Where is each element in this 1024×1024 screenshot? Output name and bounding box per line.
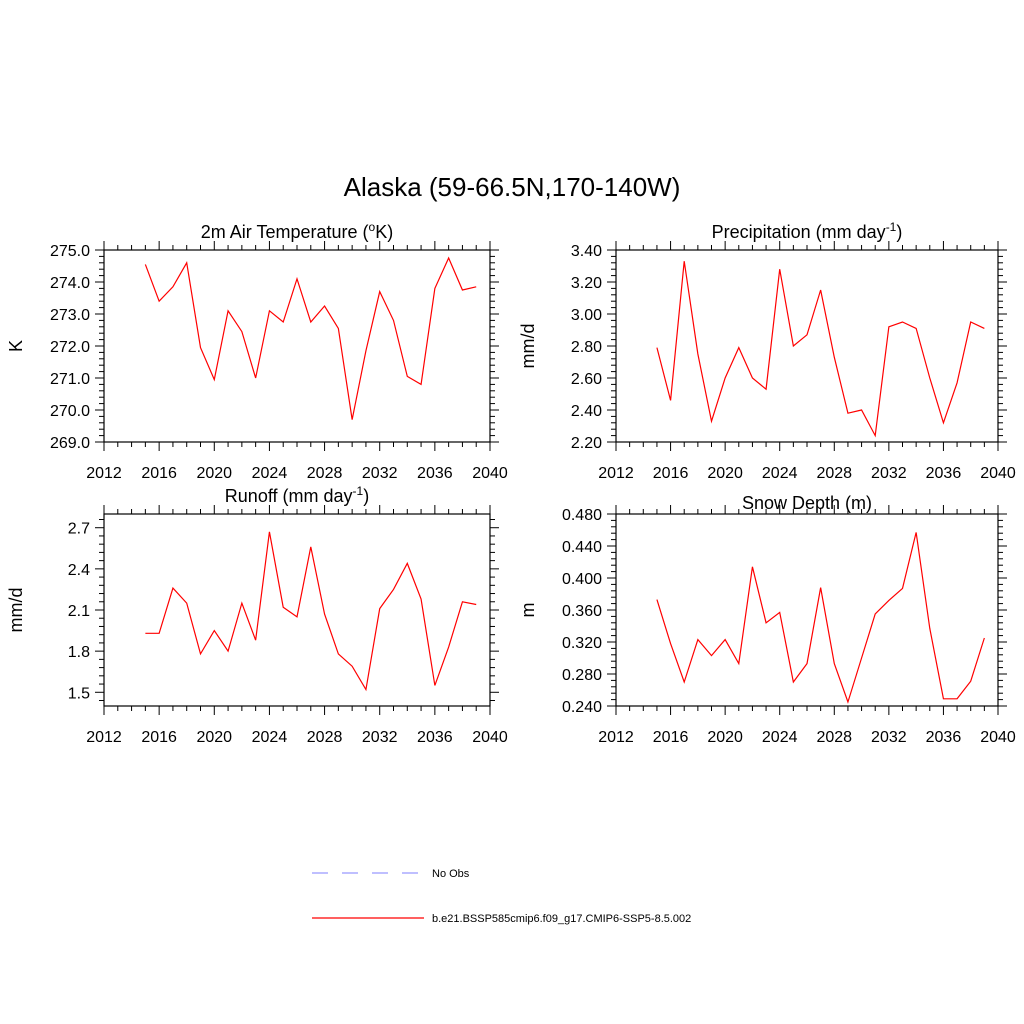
y-tick-label: 1.5 (68, 685, 90, 702)
y-tick-label: 270.0 (50, 403, 90, 420)
title-superscript: -1 (886, 220, 897, 234)
title-superscript: o (369, 220, 376, 234)
chart-panel-2: Precipitation (mm day-1) mm/d 2012 2016 2020… (518, 220, 1016, 482)
x-tick-label: 2016 (141, 729, 177, 746)
x-tick-label: 2028 (816, 465, 852, 482)
y-tick-label: 2.7 (68, 521, 90, 538)
y-tick-label: 2.4 (68, 562, 90, 579)
y-axis-label: mm/d (6, 588, 26, 633)
x-tick-label: 2012 (86, 465, 122, 482)
x-tick-label: 2024 (762, 465, 798, 482)
y-axis-label: mm/d (518, 324, 538, 369)
x-tick-label: 2036 (417, 465, 453, 482)
y-tick-label: 1.8 (68, 644, 90, 661)
plot-frame (103, 513, 491, 707)
x-tick-label: 2020 (196, 729, 232, 746)
x-tick-label: 2040 (472, 729, 508, 746)
x-tick-label: 2032 (362, 465, 398, 482)
y-tick-label: 0.480 (562, 507, 602, 524)
y-tick-label: 275.0 (50, 243, 90, 260)
x-tick-label: 2040 (980, 465, 1016, 482)
y-tick-label: 2.80 (571, 339, 602, 356)
x-tick-label: 2020 (196, 465, 232, 482)
figure-title: Alaska (59-66.5N,170-140W) (344, 172, 681, 202)
x-tick-label: 2012 (598, 465, 634, 482)
legend: No Obs b.e21.BSSP585cmip6.f09_g17.CMIP6-S… (312, 868, 691, 925)
x-tick-label: 2024 (762, 729, 798, 746)
title-superscript: -1 (353, 484, 364, 498)
y-tick-label: 2.20 (571, 435, 602, 452)
y-tick-label: 2.60 (571, 371, 602, 388)
x-tick-label: 2012 (598, 729, 634, 746)
y-tick-label: 271.0 (50, 371, 90, 388)
y-tick-label: 3.40 (571, 243, 602, 260)
y-tick-label: 2.40 (571, 403, 602, 420)
x-tick-label: 2016 (653, 729, 689, 746)
y-tick-label: 269.0 (50, 435, 90, 452)
chart-panel-3: Runoff (mm day-1) mm/d 2012 2016 2020 2024 202… (6, 484, 508, 746)
y-tick-label: 0.440 (562, 539, 602, 556)
x-tick-label: 2032 (871, 729, 907, 746)
y-tick-label: 0.360 (562, 603, 602, 620)
y-axis-label: K (6, 340, 26, 352)
x-tick-label: 2036 (417, 729, 453, 746)
x-tick-label: 2028 (307, 729, 343, 746)
x-tick-label: 2020 (707, 729, 743, 746)
panel-title: 2m Air Temperature (oK) (201, 220, 393, 242)
x-tick-label: 2020 (707, 465, 743, 482)
x-tick-label: 2040 (472, 465, 508, 482)
plot-frame (615, 513, 999, 707)
x-tick-label: 2036 (926, 729, 962, 746)
y-axis-label: m (518, 603, 538, 618)
x-tick-label: 2028 (816, 729, 852, 746)
x-tick-label: 2016 (653, 465, 689, 482)
x-tick-label: 2016 (141, 465, 177, 482)
y-tick-label: 0.240 (562, 699, 602, 716)
panels: 2m Air Temperature (oK) K 2012 2016 2020 2024… (6, 220, 1016, 746)
y-tick-label: 3.20 (571, 275, 602, 292)
x-tick-label: 2036 (926, 465, 962, 482)
chart-panel-4: Snow Depth (m) m 2012 2016 2020 2024 2028 2032 2… (518, 493, 1016, 746)
legend-label-1: No Obs (432, 868, 470, 880)
panel-title: Snow Depth (m) (742, 493, 872, 513)
x-tick-label: 2028 (307, 465, 343, 482)
y-tick-label: 0.400 (562, 571, 602, 588)
y-tick-label: 3.00 (571, 307, 602, 324)
series-line-1 (656, 532, 985, 704)
x-tick-label: 2024 (252, 465, 288, 482)
y-tick-label: 274.0 (50, 275, 90, 292)
x-tick-label: 2040 (980, 729, 1016, 746)
panel-title: Precipitation (mm day-1) (712, 220, 903, 242)
series-line-1 (656, 261, 985, 438)
x-tick-label: 2012 (86, 729, 122, 746)
legend-label-2: b.e21.BSSP585cmip6.f09_g17.CMIP6-SSP5-8.… (432, 913, 691, 925)
y-tick-label: 273.0 (50, 307, 90, 324)
x-tick-label: 2024 (252, 729, 288, 746)
y-tick-label: 272.0 (50, 339, 90, 356)
panel-title: Runoff (mm day-1) (225, 484, 369, 506)
y-tick-label: 0.280 (562, 667, 602, 684)
series-line-1 (144, 256, 477, 420)
y-tick-label: 2.1 (68, 603, 90, 620)
x-tick-label: 2032 (871, 465, 907, 482)
chart-panel-1: 2m Air Temperature (oK) K 2012 2016 2020 2024… (6, 220, 508, 482)
y-tick-label: 0.320 (562, 635, 602, 652)
x-tick-label: 2032 (362, 729, 398, 746)
series-line-1 (145, 531, 477, 692)
